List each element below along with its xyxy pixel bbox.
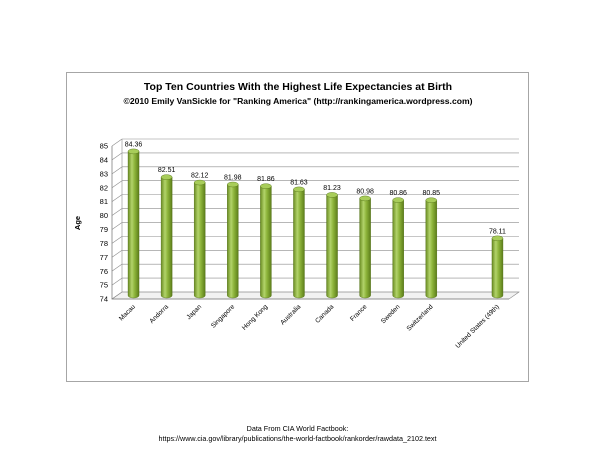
x-tick-label: Canada bbox=[314, 303, 336, 325]
bar-top bbox=[326, 192, 338, 198]
gridline-side bbox=[111, 250, 123, 258]
data-label: 84.36 bbox=[125, 141, 143, 148]
bar-top bbox=[425, 197, 437, 203]
x-tick-label: Hong Kong bbox=[241, 303, 270, 332]
gridline-side bbox=[111, 208, 123, 216]
gridline-side bbox=[111, 166, 123, 175]
bar-top bbox=[293, 186, 305, 193]
data-label: 81.86 bbox=[257, 176, 275, 183]
floor bbox=[111, 291, 520, 300]
data-label: 81.23 bbox=[323, 185, 341, 192]
gridline-side bbox=[111, 194, 123, 202]
x-tick-label: Japan bbox=[185, 303, 203, 321]
bar bbox=[260, 185, 272, 299]
data-label: 82.51 bbox=[158, 167, 176, 174]
y-tick-label: 78 bbox=[100, 239, 108, 248]
x-tick-label: Macau bbox=[118, 303, 137, 322]
data-label: 81.63 bbox=[290, 179, 308, 186]
y-tick-label: 82 bbox=[100, 183, 108, 192]
y-tick-label: 79 bbox=[100, 225, 108, 234]
chart-subtitle: ©2010 Emily VanSickle for "Ranking Ameri… bbox=[124, 96, 473, 106]
footer-source-url: https://www.cia.gov/library/publications… bbox=[158, 434, 437, 443]
bar bbox=[326, 194, 338, 299]
y-tick-label: 81 bbox=[100, 197, 108, 206]
gridline-side bbox=[111, 291, 123, 300]
x-tick-label: United States (49th) bbox=[454, 303, 500, 349]
gridline-side bbox=[111, 180, 123, 188]
footer-source-label: Data From CIA World Factbook: bbox=[246, 424, 349, 433]
y-tick-label: 74 bbox=[100, 295, 108, 304]
gridlines bbox=[111, 138, 520, 300]
bar bbox=[425, 200, 437, 299]
x-tick-label: Australia bbox=[279, 303, 302, 326]
x-tick-label: Sweden bbox=[380, 303, 402, 325]
bar bbox=[127, 151, 140, 299]
y-tick-label: 80 bbox=[100, 211, 108, 220]
bar-top bbox=[227, 181, 239, 188]
data-label: 80.86 bbox=[389, 190, 407, 197]
data-label: 80.98 bbox=[356, 188, 374, 195]
bar-chart: Top Ten Countries With the Highest Life … bbox=[73, 81, 520, 350]
back-wall bbox=[122, 139, 519, 292]
bar bbox=[293, 189, 305, 299]
x-tick-label: France bbox=[349, 303, 369, 323]
bar-top bbox=[392, 197, 404, 203]
bar bbox=[392, 199, 404, 299]
gridline-side bbox=[111, 138, 123, 147]
y-tick-label: 84 bbox=[100, 156, 108, 165]
y-tick-label: 77 bbox=[100, 253, 108, 262]
data-label: 81.98 bbox=[224, 175, 242, 182]
bar-top bbox=[260, 183, 272, 189]
data-label: 80.85 bbox=[423, 190, 441, 197]
bar bbox=[227, 184, 239, 299]
data-source-footer: Data From CIA World Factbook: https://ww… bbox=[0, 424, 595, 444]
axes bbox=[111, 139, 509, 300]
y-axis-label: Age bbox=[73, 216, 82, 230]
bar-top bbox=[194, 179, 206, 186]
y-tick-label: 83 bbox=[100, 169, 108, 178]
bar bbox=[491, 238, 504, 299]
bar-top bbox=[359, 195, 371, 202]
bar-top bbox=[491, 235, 504, 242]
gridline-side bbox=[111, 263, 123, 272]
gridline-side bbox=[111, 236, 123, 244]
gridline-side bbox=[111, 222, 123, 230]
gridline-side bbox=[111, 277, 123, 286]
x-tick-label: Singapore bbox=[210, 303, 236, 329]
y-tick-label: 85 bbox=[100, 142, 108, 151]
y-tick-label: 76 bbox=[100, 267, 108, 276]
bar-top bbox=[127, 148, 140, 155]
bar-top bbox=[160, 174, 173, 180]
bar bbox=[160, 176, 173, 299]
gridline-side bbox=[111, 152, 123, 161]
data-label: 78.11 bbox=[489, 228, 506, 235]
y-tick-label: 75 bbox=[100, 281, 108, 290]
bar bbox=[359, 198, 371, 299]
bars bbox=[127, 148, 504, 299]
x-tick-label: Andorra bbox=[148, 303, 170, 325]
chart-title: Top Ten Countries With the Highest Life … bbox=[144, 81, 452, 93]
bar bbox=[194, 182, 206, 299]
data-label: 82.12 bbox=[191, 173, 209, 180]
chart-frame: Top Ten Countries With the Highest Life … bbox=[66, 72, 529, 382]
x-tick-label: Switzerland bbox=[406, 303, 435, 332]
